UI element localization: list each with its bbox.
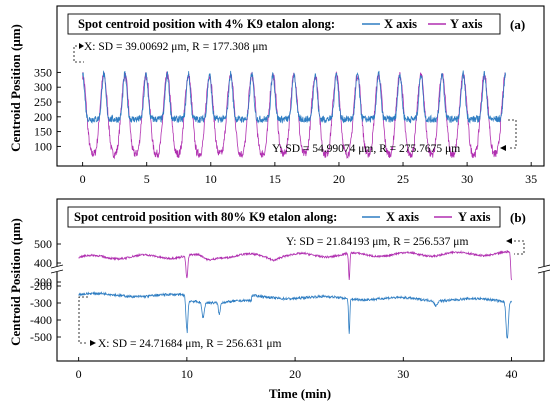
panel-b-ytick-label: -300 [30,296,52,310]
panel-a-xtick-label: 10 [205,172,217,186]
panel-b-axis-break-right [537,264,550,274]
panel-a-ytick-label: 150 [34,125,52,139]
panel-b-axis-break-left [50,264,64,274]
panel-b-series-layer [78,249,512,339]
panel-a-y-arrow [500,145,506,151]
panel-b-ytick-label: -400 [30,313,52,327]
panel-a-xtick-label: 15 [269,172,281,186]
panel-b-ytick-label: 500 [34,237,52,251]
panel-a-xtick-label: 20 [333,172,345,186]
panel-a-ytick-label: 350 [34,65,52,79]
panel-a-label: (a) [510,17,525,32]
panel-b-xticks: 0 10 20 30 40 [76,357,518,381]
panel-b-legend-x-label: X axis [386,210,419,224]
panel-b-y-arrow [506,238,512,244]
panel-b-xtick-label: 10 [181,367,193,381]
panel-a-x-arrow [79,43,84,49]
panel-a-series-layer [82,70,506,160]
panel-b-y-bracket [514,240,525,255]
panel-a-ytick-label: 250 [34,95,52,109]
panel-a-x-series-line [82,70,506,124]
panel-a-xtick-label: 5 [144,172,150,186]
panel-a-ytick-label: 300 [34,80,52,94]
panel-a-legend-x-label: X axis [384,17,417,31]
panel-b-x-arrow [90,340,96,346]
panel-a-title: Spot centroid position with 4% K9 etalon… [78,17,335,31]
panel-b-xtick-label: 0 [76,367,82,381]
panel-b-y-annotation: Y: SD = 21.84193 μm, R = 256.537 μm [286,236,468,248]
panel-b-y-series-line [78,249,512,281]
panel-a-x-bracket [73,45,84,63]
panel-b-label: (b) [510,210,526,225]
panel-a-frame [56,5,545,167]
panel-b-ytick-label: 400 [34,256,52,270]
panel-b-legend-y-label: Y axis [458,210,491,224]
panel-b-title: Spot centroid position with 80% K9 etalo… [74,210,337,224]
panel-a-y-bracket [508,119,517,149]
panel-b-ytick-label: 300 [34,275,52,289]
panel-a-x-annotation: X: SD = 39.00692 μm, R = 177.308 μm [84,41,267,53]
panel-b-xtick-label: 20 [289,367,301,381]
panel-a-xtick-label: 25 [397,172,409,186]
panel-a-ytick-label: 100 [34,139,52,153]
panel-a-xtick-label: 0 [80,172,86,186]
y-axis-label-top: Centroid Position (μm) [8,24,23,152]
panel-b-ytick-label: -500 [30,330,52,344]
panel-a-legend-y-label: Y axis [450,17,483,31]
panel-a-title-box [67,13,501,35]
panel-a-xticks: 0 5 10 15 20 25 30 35 [80,162,537,186]
panel-a-xtick-label: 35 [525,172,537,186]
panel-b-xtick-label: 30 [397,367,409,381]
panel-a-ytick-label: 200 [34,110,52,124]
panel-a-xtick-label: 30 [461,172,473,186]
x-axis-label: Time (min) [269,386,331,401]
panel-a-y-annotation: Y: SD = 54.99074 μm, R = 275.7675 μm [272,143,460,155]
panel-b-x-series-line [78,290,512,339]
panel-b-ytick-label: -200 [30,279,52,293]
panel-b-title-box [67,206,501,228]
panel-b-x-bracket [78,296,88,344]
y-axis-label-bottom: Centroid Position (μm) [8,218,23,346]
panel-b-xtick-label: 40 [506,367,518,381]
panel-b-x-annotation: X: SD = 24.71684 μm, R = 256.631 μm [98,338,281,350]
panel-b-frame [56,198,545,362]
